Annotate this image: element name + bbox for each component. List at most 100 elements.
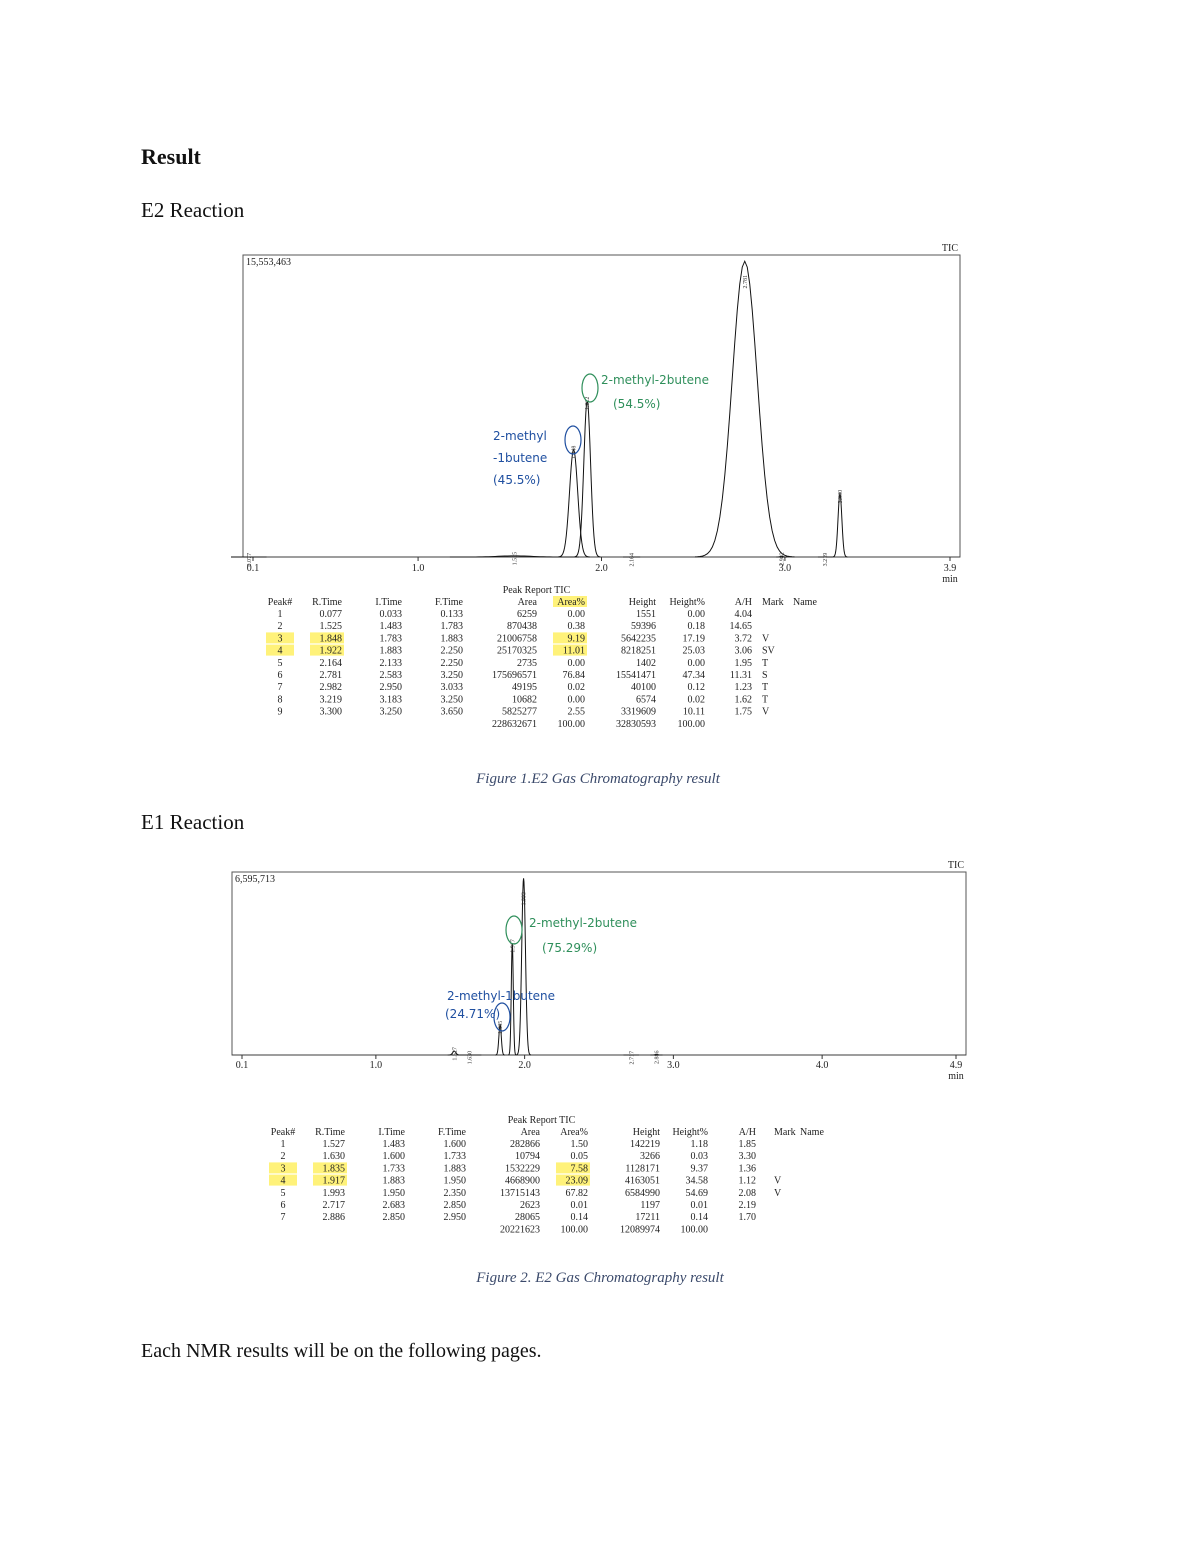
peak-label: 3.300	[838, 490, 844, 504]
table-cell: 34.58	[686, 1176, 709, 1187]
peak	[694, 259, 795, 558]
annotation: 2-methyl-2butene	[529, 916, 637, 930]
table-cell: 3.250	[380, 707, 403, 718]
table-header: R.Time	[315, 1127, 345, 1138]
table-total: 228632671	[492, 719, 537, 730]
table-cell: 5	[278, 658, 283, 669]
peak-label: 2.164	[630, 553, 636, 567]
x-tick-label: 1.0	[370, 1060, 383, 1071]
x-tick-label: 1.0	[412, 563, 425, 574]
detector-label: TIC	[942, 243, 958, 254]
table-cell: 47.34	[683, 670, 706, 681]
table-cell: 3.033	[441, 682, 464, 693]
table-cell: 3266	[640, 1151, 660, 1162]
table-cell: 2.781	[320, 670, 343, 681]
table-cell: 1.950	[444, 1176, 467, 1187]
table-cell: 0.02	[688, 694, 706, 705]
table-header: Peak#	[271, 1127, 295, 1138]
highlight	[266, 644, 294, 656]
table-cell: 3.30	[739, 1151, 757, 1162]
table-cell: 1.50	[571, 1139, 589, 1150]
highlight	[269, 1162, 297, 1174]
table-total: 12089974	[620, 1224, 660, 1235]
table-header: Name	[800, 1127, 824, 1138]
peak-label: 1.848	[572, 446, 578, 460]
table-cell: 6574	[636, 694, 656, 705]
table-cell: 2.133	[380, 658, 403, 669]
peak	[776, 555, 788, 558]
table-cell: 3.250	[441, 670, 464, 681]
annotation: 2-methyl-2butene	[601, 373, 709, 387]
detector-label: TIC	[948, 860, 964, 871]
x-tick-label: 4.9	[950, 1060, 963, 1071]
table-cell: 5	[281, 1188, 286, 1199]
annotation-circle	[493, 1002, 511, 1032]
annotation: (45.5%)	[493, 473, 540, 487]
peak-label: 2.886	[654, 1051, 660, 1065]
table-cell: 0.14	[691, 1212, 709, 1223]
table-cell: T	[762, 682, 768, 693]
table-cell: 0.00	[688, 658, 706, 669]
table-cell: 9.19	[568, 633, 586, 644]
x-unit: min	[948, 1071, 964, 1082]
table-cell: 54.69	[686, 1188, 709, 1199]
table-cell: 3.300	[320, 707, 343, 718]
x-tick-label: 3.0	[667, 1060, 680, 1071]
table-cell: 11.01	[563, 646, 585, 657]
table-cell: 0.033	[380, 609, 403, 620]
x-tick-label: 0.1	[247, 563, 260, 574]
highlight	[556, 1174, 590, 1186]
table-cell: 0.133	[441, 609, 464, 620]
highlight	[556, 1162, 590, 1174]
table-cell: 10794	[515, 1151, 540, 1162]
table-cell: 2.55	[568, 707, 586, 718]
table-cell: 21006758	[497, 633, 537, 644]
table-cell: 1.883	[383, 1176, 406, 1187]
table-cell: 282866	[510, 1139, 540, 1150]
table-cell: 0.18	[688, 621, 706, 632]
table-cell: 4668900	[505, 1176, 540, 1187]
table-cell: 1.835	[323, 1163, 346, 1174]
table-cell: 13715143	[500, 1188, 540, 1199]
table-cell: 1.23	[735, 682, 753, 693]
x-tick-label: 3.9	[944, 563, 957, 574]
table-cell: 40100	[631, 682, 656, 693]
peak-label: 1.527	[452, 1047, 458, 1061]
table-cell: 2.850	[383, 1212, 406, 1223]
table-cell: 7	[281, 1212, 286, 1223]
highlight	[269, 1174, 297, 1186]
table-cell: 1.883	[380, 646, 403, 657]
table-cell: 1.527	[323, 1139, 346, 1150]
table-cell: 49195	[512, 682, 537, 693]
peak-label: 1.993	[522, 892, 528, 906]
table-header: R.Time	[312, 597, 342, 608]
table-cell: 1.733	[444, 1151, 467, 1162]
table-total: 100.00	[681, 1224, 709, 1235]
highlight	[553, 644, 587, 656]
table-cell: 0.01	[691, 1200, 709, 1211]
plot-frame	[231, 871, 967, 1056]
table-cell: 10682	[512, 694, 537, 705]
table-cell: 23.09	[566, 1176, 589, 1187]
table-cell: 1551	[636, 609, 656, 620]
table-cell: 175696571	[492, 670, 537, 681]
x-tick-label: 4.0	[816, 1060, 829, 1071]
table-cell: 2.950	[444, 1212, 467, 1223]
table-cell: 3.06	[735, 646, 753, 657]
table-cell: 4.04	[735, 609, 753, 620]
table-cell: 2.164	[320, 658, 343, 669]
table-cell: 2.250	[441, 646, 464, 657]
table-cell: 1.75	[735, 707, 753, 718]
table-cell: 2735	[517, 658, 537, 669]
table-cell: 1.600	[444, 1139, 467, 1150]
table-cell: 1.922	[320, 646, 343, 657]
table-total: 100.00	[558, 719, 586, 730]
table-title: Peak Report TIC	[508, 1115, 576, 1126]
table-cell: 25170325	[497, 646, 537, 657]
table-cell: 0.05	[571, 1151, 589, 1162]
table-cell: 17.19	[683, 633, 706, 644]
peak-label: 2.781	[743, 275, 749, 289]
highlight	[553, 632, 587, 644]
table-header: I.Time	[375, 597, 402, 608]
closing-text: Each NMR results will be on the followin…	[141, 1340, 542, 1362]
